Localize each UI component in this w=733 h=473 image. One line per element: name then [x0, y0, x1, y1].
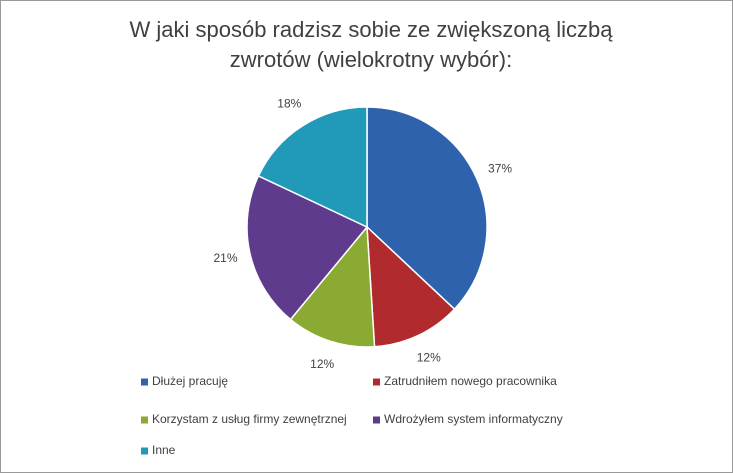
- legend-marker: [373, 416, 380, 424]
- data-label: 12%: [417, 350, 441, 364]
- data-label: 37%: [488, 162, 512, 176]
- legend-marker: [141, 447, 148, 455]
- pie-slice: [257, 106, 368, 229]
- pie-slice: [289, 225, 376, 348]
- pie-slice: [246, 174, 369, 321]
- legend-marker: [141, 416, 148, 424]
- data-label: 18%: [277, 97, 301, 111]
- pie-slice: [366, 225, 456, 348]
- chart-title: W jaki sposób radzisz sobie ze zwiększon…: [129, 17, 613, 72]
- legend-marker: [141, 378, 148, 386]
- legend-label: Wdrożyłem system informatyczny: [384, 412, 563, 426]
- data-label: 12%: [310, 357, 334, 371]
- legend-marker: [373, 378, 380, 386]
- pie-slice: [366, 106, 488, 311]
- legend-label: Dłużej pracuję: [152, 374, 228, 388]
- data-label: 21%: [213, 251, 237, 265]
- legend-label: Zatrudniłem nowego pracownika: [384, 374, 557, 388]
- legend-label: Korzystam z usług firmy zewnętrznej: [152, 412, 347, 426]
- legend-label: Inne: [152, 443, 176, 457]
